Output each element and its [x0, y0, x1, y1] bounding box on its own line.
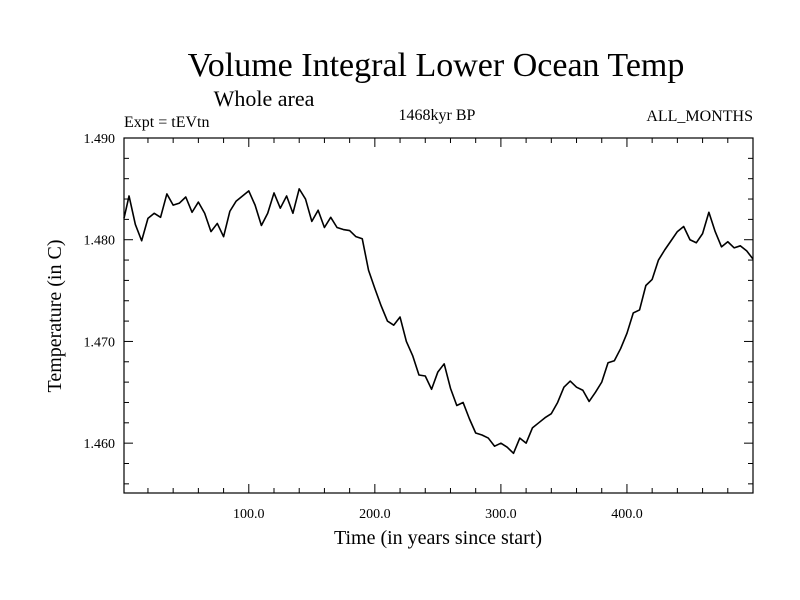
x-tick-label: 400.0 [611, 507, 643, 522]
plot-frame [123, 137, 754, 494]
x-axis-label: Time (in years since start) [334, 527, 542, 549]
time-label: 1468kyr BP [399, 107, 476, 124]
y-tick-label: 1.470 [84, 335, 116, 350]
x-tick-label: 100.0 [233, 507, 265, 522]
y-tick-label: 1.460 [84, 437, 116, 452]
x-tick-label: 300.0 [485, 507, 517, 522]
y-tick-label: 1.480 [84, 234, 116, 249]
x-tick-label: 200.0 [359, 507, 391, 522]
y-tick-label: 1.490 [84, 132, 116, 147]
chart-subtitle: Whole area [214, 86, 315, 111]
experiment-label: Expt = tEVtn [124, 114, 209, 131]
temperature-line [123, 188, 754, 455]
y-axis-label: Temperature (in C) [44, 240, 66, 393]
chart-title: Volume Integral Lower Ocean Temp [188, 47, 685, 84]
months-label: ALL_MONTHS [646, 108, 753, 125]
